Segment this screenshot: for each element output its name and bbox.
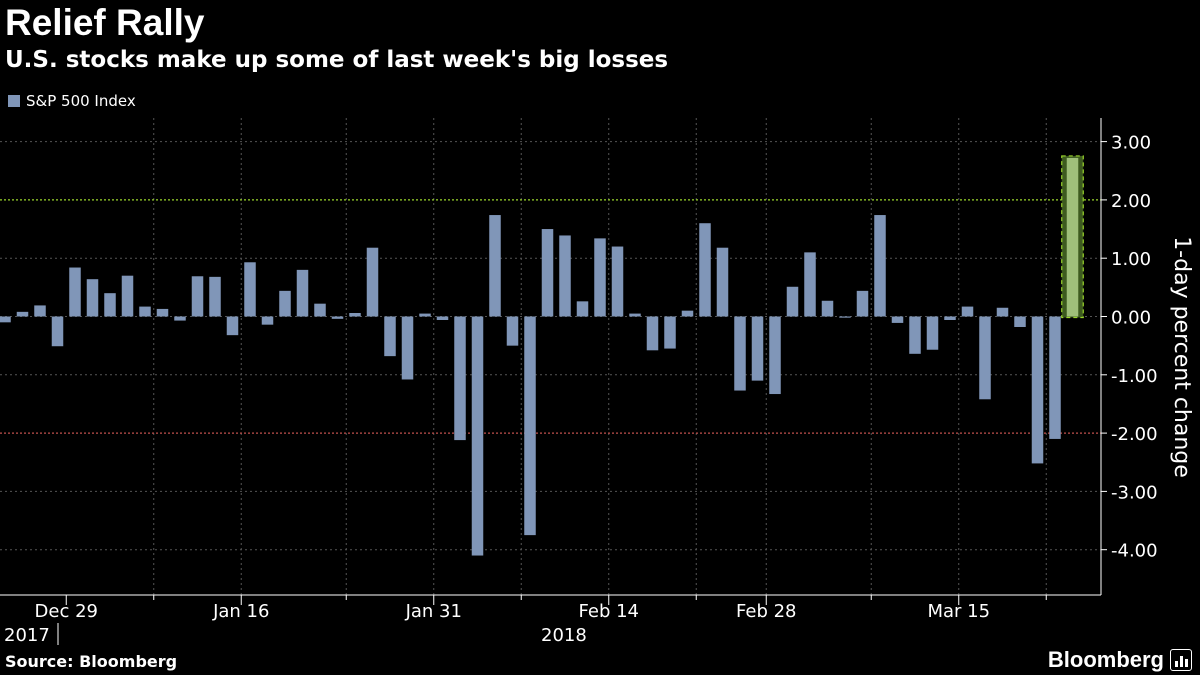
bar — [961, 306, 974, 317]
bar — [121, 275, 134, 317]
bar — [331, 316, 344, 319]
bar — [244, 262, 256, 317]
bar — [436, 316, 449, 320]
bar — [261, 316, 274, 325]
bar — [909, 316, 921, 354]
bar — [156, 308, 169, 317]
legend: S&P 500 Index — [8, 92, 136, 110]
y-tick-label: -3.00 — [1111, 482, 1158, 503]
year-label: 2018 — [541, 625, 587, 646]
bar — [891, 316, 904, 323]
bar — [874, 215, 886, 317]
bar — [506, 316, 519, 346]
brand-logo: Bloomberg — [1048, 647, 1192, 673]
y-tick-label: -4.00 — [1111, 541, 1158, 562]
bar — [104, 293, 116, 317]
brand-name: Bloomberg — [1047, 647, 1164, 672]
bar — [926, 316, 939, 350]
bar — [384, 316, 396, 357]
bar — [1066, 157, 1079, 317]
bar — [489, 215, 501, 317]
legend-swatch — [8, 95, 20, 107]
x-tick-label: Dec 29 — [35, 601, 98, 622]
bloomberg-chart-icon — [1170, 649, 1192, 671]
bar — [349, 313, 361, 317]
bar — [0, 316, 11, 323]
bar — [454, 316, 466, 441]
bar — [191, 276, 204, 317]
bar — [524, 316, 536, 536]
bar — [366, 247, 379, 317]
bar — [296, 269, 309, 317]
bar — [576, 301, 589, 317]
x-tick-label: Feb 28 — [736, 601, 797, 622]
bar — [944, 316, 956, 320]
bar — [996, 307, 1009, 317]
bar — [734, 316, 746, 391]
chart-title: Relief Rally — [5, 2, 205, 43]
bar — [629, 313, 641, 317]
bar — [979, 316, 991, 400]
bar — [716, 247, 729, 317]
bar — [209, 276, 221, 317]
year-label: 2017 — [4, 625, 50, 646]
bar — [419, 313, 431, 317]
bar — [786, 286, 799, 317]
bar — [751, 316, 764, 381]
bar — [856, 290, 869, 317]
bar — [471, 316, 484, 556]
bar — [51, 316, 64, 347]
bar — [69, 267, 81, 317]
bar — [1014, 316, 1026, 327]
bar — [1031, 316, 1044, 464]
bar — [664, 316, 676, 349]
chart-subtitle: U.S. stocks make up some of last week's … — [5, 47, 669, 73]
bar — [541, 229, 554, 317]
bar — [594, 238, 606, 317]
x-tick-label: Mar 15 — [927, 601, 990, 622]
y-tick-label: -2.00 — [1111, 424, 1158, 445]
bar — [174, 316, 186, 321]
legend-label: S&P 500 Index — [26, 92, 136, 110]
y-tick-label: -1.00 — [1111, 366, 1158, 387]
bar — [34, 305, 46, 317]
bar — [699, 223, 711, 317]
y-axis-title: 1-day percent change — [1169, 236, 1194, 478]
x-tick-label: Jan 16 — [212, 601, 269, 622]
bar — [839, 316, 851, 318]
bar — [86, 279, 99, 317]
bar — [1049, 316, 1061, 439]
bar — [821, 300, 834, 317]
bar — [16, 311, 29, 317]
bar — [769, 316, 781, 395]
bar — [279, 290, 291, 317]
bar — [139, 306, 151, 317]
bar — [681, 310, 694, 317]
bar — [611, 246, 624, 317]
bar — [226, 316, 239, 336]
y-tick-label: 1.00 — [1111, 249, 1151, 270]
y-tick-label: 3.00 — [1111, 133, 1151, 154]
bar — [804, 252, 816, 317]
bar — [559, 235, 571, 317]
y-tick-label: 2.00 — [1111, 191, 1151, 212]
x-tick-label: Jan 31 — [405, 601, 462, 622]
x-tick-label: Feb 14 — [579, 601, 640, 622]
bar — [314, 303, 326, 317]
source-note: Source: Bloomberg — [5, 652, 178, 671]
bar — [646, 316, 659, 351]
bar — [401, 316, 414, 380]
y-tick-label: 0.00 — [1111, 308, 1151, 329]
